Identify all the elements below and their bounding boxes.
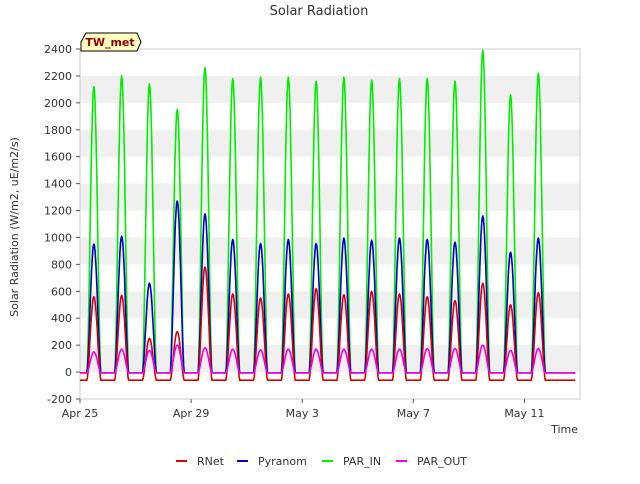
x-tick-label: May 3 bbox=[286, 407, 319, 420]
y-tick-label: 600 bbox=[51, 285, 72, 298]
y-tick-label: 1000 bbox=[44, 231, 72, 244]
grid-band bbox=[80, 237, 580, 265]
y-tick-label: 2200 bbox=[44, 70, 72, 83]
y-tick-label: 1200 bbox=[44, 205, 72, 218]
series-line-rnet bbox=[79, 266, 576, 382]
plot-frame bbox=[79, 48, 581, 400]
y-tick-label: 0 bbox=[65, 366, 72, 379]
y-axis: -200 0 200 400 600 800 1000 1200 1400 1600 1800 200… bbox=[44, 43, 80, 406]
series-layer bbox=[79, 49, 576, 382]
station-badge-box bbox=[80, 32, 142, 52]
x-tick-label: Apr 29 bbox=[173, 407, 210, 420]
grid-band bbox=[80, 75, 580, 103]
y-tick-label: 1800 bbox=[44, 124, 72, 137]
legend-label: RNet bbox=[197, 455, 225, 468]
legend: RNet Pyranom PAR_IN PAR_OUT bbox=[176, 455, 467, 468]
legend-label: Pyranom bbox=[258, 455, 307, 468]
chart-title: Solar Radiation bbox=[270, 4, 369, 19]
station-badge: TW_met bbox=[80, 32, 142, 52]
y-tick-label: 200 bbox=[51, 339, 72, 352]
grid-bands bbox=[80, 75, 580, 373]
grid-band bbox=[80, 291, 580, 319]
y-tick-label: 800 bbox=[51, 258, 72, 271]
x-axis: Apr 25 Apr 29 May 3 May 7 May 11 bbox=[62, 399, 545, 420]
grid-band bbox=[80, 183, 580, 211]
x-axis-label: Time bbox=[550, 423, 578, 436]
station-badge-label: TW_met bbox=[85, 36, 134, 49]
y-tick-label: 1400 bbox=[44, 178, 72, 191]
y-tick-label: 400 bbox=[51, 312, 72, 325]
y-axis-label: Solar Radiation (W/m2, uE/m2/s) bbox=[8, 137, 21, 317]
x-tick-label: Apr 25 bbox=[62, 407, 99, 420]
y-tick-label: 2400 bbox=[44, 43, 72, 56]
grid-band bbox=[80, 129, 580, 157]
x-tick-label: May 11 bbox=[504, 407, 544, 420]
series-line-par-out bbox=[79, 344, 576, 374]
x-tick-label: May 7 bbox=[397, 407, 430, 420]
legend-label: PAR_OUT bbox=[417, 455, 467, 468]
legend-label: PAR_IN bbox=[343, 455, 381, 468]
y-tick-label: 2000 bbox=[44, 97, 72, 110]
y-tick-label: 1600 bbox=[44, 151, 72, 164]
y-tick-label: -200 bbox=[47, 393, 72, 406]
grid-band bbox=[80, 345, 580, 373]
